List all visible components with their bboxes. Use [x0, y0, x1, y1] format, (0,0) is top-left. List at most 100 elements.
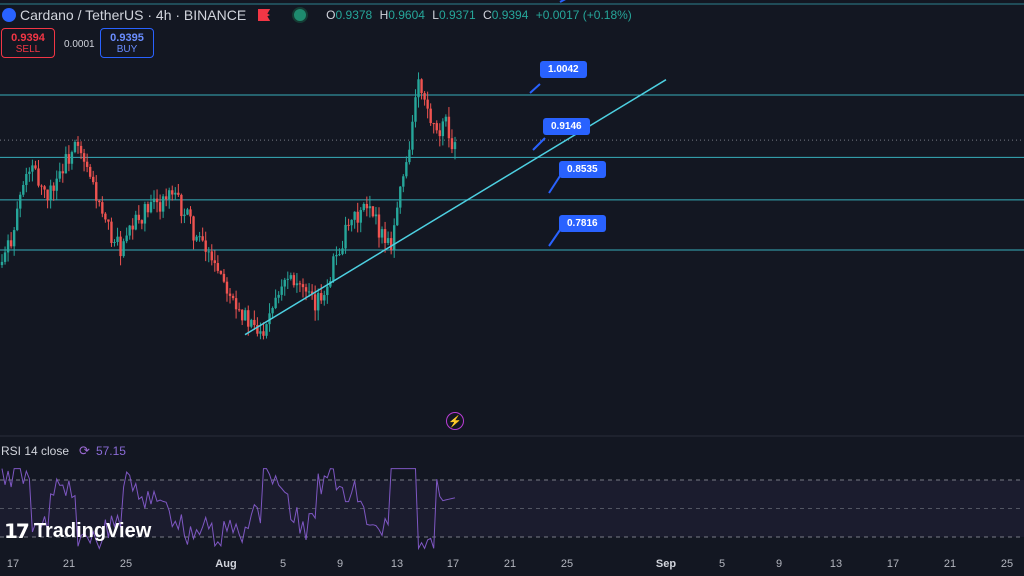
candle — [380, 226, 384, 244]
candle-body — [438, 130, 441, 137]
candle — [210, 244, 213, 266]
candle — [386, 231, 390, 246]
rsi-legend[interactable]: RSI 14 close ⟳ 57.15 — [1, 443, 126, 459]
candle-body — [274, 297, 277, 309]
buy-button[interactable]: 0.9395 BUY — [100, 28, 154, 58]
candle — [359, 207, 362, 233]
candle — [6, 234, 10, 262]
x-tick-label: 17 — [6, 558, 20, 570]
candle-body — [316, 293, 320, 311]
candle — [411, 114, 414, 155]
candle-body — [16, 208, 19, 231]
candle-body — [107, 219, 110, 222]
candle-body — [280, 286, 283, 295]
candle — [225, 277, 229, 302]
candle — [168, 187, 171, 209]
candle — [134, 210, 137, 231]
candle-body — [362, 203, 365, 211]
candle-body — [441, 121, 445, 137]
candle — [429, 103, 432, 126]
candle — [128, 224, 131, 240]
candle — [34, 160, 37, 170]
candle-body — [253, 319, 256, 325]
candle — [417, 72, 420, 108]
candle-body — [204, 240, 207, 252]
candle — [265, 323, 268, 339]
candle-body — [453, 142, 457, 150]
candle-body — [34, 165, 37, 169]
candle — [52, 182, 55, 201]
candle-body — [405, 162, 408, 177]
candle-body — [256, 324, 259, 334]
candle-body — [210, 251, 213, 261]
candle — [101, 196, 104, 218]
candle-body — [323, 295, 326, 301]
candle-body — [313, 294, 317, 311]
candle-body — [350, 219, 353, 226]
candle-body — [365, 203, 369, 209]
candle-body — [82, 153, 86, 162]
candle — [377, 207, 381, 248]
candle — [228, 288, 232, 304]
refresh-icon[interactable]: ⟳ — [79, 443, 90, 458]
candle-body — [183, 214, 186, 217]
candle — [332, 253, 335, 283]
market-status-icon[interactable] — [292, 7, 309, 23]
candle — [204, 231, 207, 262]
candle — [40, 184, 43, 195]
candle-body — [277, 294, 280, 298]
candle-body — [146, 204, 150, 213]
candle — [22, 181, 25, 198]
candle-body — [58, 171, 61, 179]
candle — [149, 194, 153, 214]
candle-body — [225, 281, 229, 294]
level-label-2[interactable]: 0.9146 — [543, 118, 590, 135]
candle-body — [347, 224, 350, 226]
x-tick-label: 21 — [503, 558, 517, 570]
candle-body — [283, 279, 286, 287]
candle — [335, 246, 338, 266]
candle — [31, 159, 34, 182]
candle — [310, 284, 314, 300]
candle — [323, 290, 326, 306]
level-label-4[interactable]: 0.7816 — [559, 215, 606, 232]
candle — [92, 170, 95, 185]
flash-icon[interactable]: ⚡ — [446, 412, 464, 430]
level-label-3[interactable]: 0.8535 — [559, 161, 606, 178]
level-label-1[interactable]: 1.0042 — [540, 61, 587, 78]
candle — [392, 218, 396, 258]
candle — [307, 283, 311, 297]
candle-body — [271, 308, 274, 314]
candle — [88, 164, 92, 179]
candle-body — [149, 202, 153, 213]
candle — [253, 310, 256, 330]
candle — [122, 238, 125, 258]
flag-icon[interactable] — [258, 9, 271, 21]
candle — [320, 284, 323, 304]
candle-body — [104, 213, 107, 220]
candle-body — [52, 185, 55, 191]
candle — [338, 248, 341, 257]
candle-body — [426, 99, 429, 109]
candle — [371, 206, 375, 218]
candle-body — [67, 154, 71, 164]
candle — [198, 231, 201, 242]
candle — [158, 194, 162, 220]
symbol-title[interactable]: Cardano / TetherUS · 4h · BINANCE — [20, 7, 247, 23]
candle — [353, 211, 356, 229]
candle — [292, 272, 296, 288]
time-axis[interactable]: 17 21 25 Aug 5 9 13 17 21 25 Sep 5 9 13 17 21 25 — [0, 558, 1024, 574]
candle-body — [131, 225, 134, 230]
candle-body — [168, 190, 171, 200]
candle-body — [6, 240, 10, 253]
candle-body — [177, 192, 180, 195]
sell-button[interactable]: 0.9394 SELL — [1, 28, 55, 58]
candle — [58, 162, 61, 183]
candle-body — [88, 166, 92, 177]
tradingview-logo[interactable]: 𝟭𝟳 TradingView — [4, 519, 151, 544]
price-change: +0.0017 (+0.18%) — [535, 8, 632, 22]
ohlc-values: O0.9378 H0.9604 L0.9371 C0.9394 +0.0017 … — [326, 8, 632, 22]
candle — [140, 219, 144, 230]
